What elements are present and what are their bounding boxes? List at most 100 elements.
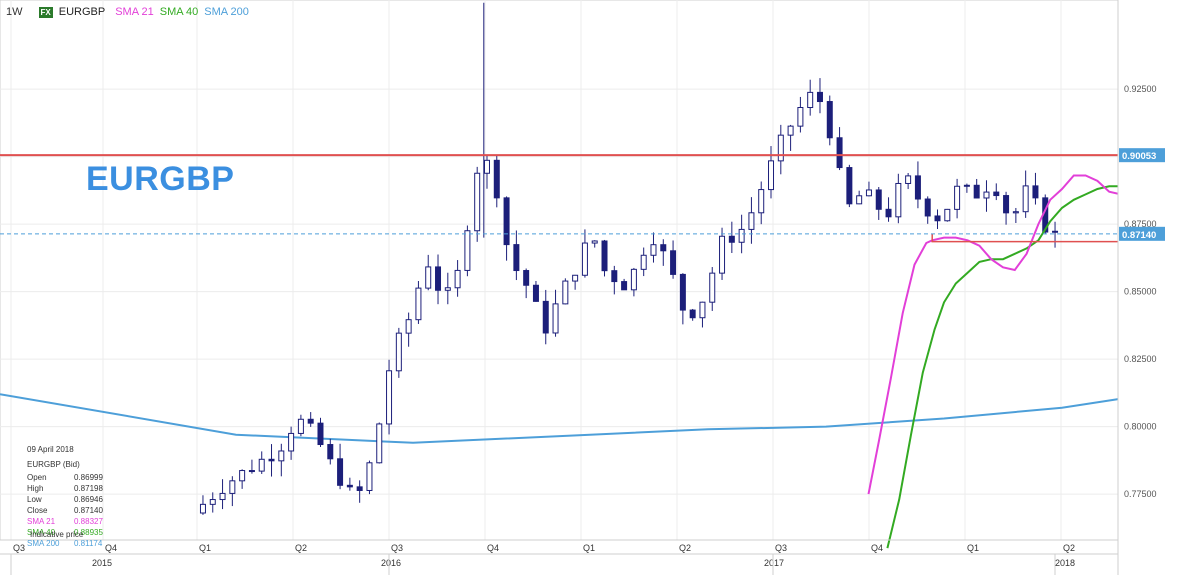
candle-body (768, 160, 775, 191)
candle-body (689, 309, 696, 319)
candle-body (1022, 185, 1029, 213)
grid (0, 0, 1119, 541)
candle-body (836, 137, 843, 169)
x-year-label: 2017 (764, 558, 784, 568)
candle-body (807, 91, 814, 109)
support-line (931, 233, 1118, 243)
candle-body (209, 499, 216, 505)
fx-icon: FX (38, 6, 53, 18)
candle-body (846, 167, 853, 205)
x-year-label: 2018 (1055, 558, 1075, 568)
candle-body (552, 303, 559, 334)
candle-body (944, 208, 951, 222)
info-title: EURGBP (Bid) (27, 460, 80, 469)
x-tick-label: Q4 (487, 543, 499, 553)
candle-body (905, 175, 912, 184)
candle-body (229, 480, 236, 494)
candle-body (709, 272, 716, 303)
candle-body (758, 189, 765, 214)
candle-body (532, 284, 539, 302)
y-tick-label: 0.80000 (1124, 422, 1157, 432)
candle-body (444, 287, 451, 291)
candle-body (777, 134, 784, 162)
y-tick-label: 0.87500 (1124, 219, 1157, 229)
candle-body (317, 422, 324, 446)
candle-body (719, 235, 726, 274)
sma-40-line (886, 185, 1133, 549)
candle-body (386, 370, 393, 425)
x-tick-label: Q1 (967, 543, 979, 553)
candle-body (914, 175, 921, 200)
indicator-sma-40[interactable]: SMA 40 (159, 6, 199, 18)
candle-body (983, 191, 990, 199)
indicator-sma-200[interactable]: SMA 200 (204, 6, 249, 18)
candle-body (376, 423, 383, 464)
candle-body (816, 91, 823, 103)
candle-body (1003, 195, 1010, 214)
candle-body (934, 215, 941, 222)
candle-body (425, 266, 432, 289)
sma-21-path (867, 174, 1134, 495)
y-tick-label: 0.82500 (1124, 354, 1157, 364)
candle-body (1032, 185, 1039, 199)
info-date: 09 April 2018 (27, 445, 74, 454)
sma-200-path (0, 393, 1133, 444)
x-tick-label: Q3 (775, 543, 787, 553)
candle-body (650, 244, 657, 256)
x-tick-label: Q3 (13, 543, 25, 553)
candle-body (601, 240, 608, 272)
indicator-sma-21[interactable]: SMA 21 (115, 6, 154, 18)
candle-body (513, 244, 520, 272)
candle-body (435, 266, 442, 291)
candle-body (572, 274, 579, 282)
resistance-tag-label: 0.90053 (1122, 151, 1156, 162)
candle-body (297, 418, 304, 434)
candle-body (787, 125, 794, 136)
price-info-box: 09 April 2018 EURGBP (Bid) Open 0.86999 H… (27, 444, 103, 549)
candle-body (268, 458, 275, 462)
candle-body (826, 101, 833, 139)
info-row-low: Low 0.86946 (27, 495, 103, 504)
candle-body (483, 159, 490, 174)
candle-body (856, 195, 863, 205)
x-year-label: 2016 (381, 558, 401, 568)
candle-body (327, 444, 334, 460)
candle-body (973, 184, 980, 199)
candle-body (621, 281, 628, 291)
x-year-label: 2015 (92, 558, 112, 568)
candle-body (337, 458, 344, 486)
candle-body (542, 300, 549, 334)
indicative-price-note: Indicative price (30, 530, 84, 539)
symbol-label[interactable]: EURGBP (58, 6, 106, 18)
sma-200-line (0, 393, 1133, 444)
candle-body (219, 492, 226, 501)
candle-body (581, 242, 588, 276)
candle-body (611, 270, 618, 283)
plot-frame (0, 0, 1119, 541)
current-price-tag (1119, 226, 1165, 241)
x-tick-label: Q1 (199, 543, 211, 553)
y-axis: 0.925000.900000.875000.850000.825000.800… (1117, 0, 1197, 575)
candle-body (503, 197, 510, 246)
info-row-sma21: SMA 21 0.88327 (27, 517, 103, 526)
timeframe-label[interactable]: 1W (6, 6, 23, 18)
x-tick-label: Q4 (105, 543, 117, 553)
candle-body (258, 458, 265, 472)
y-tick-label: 0.92500 (1124, 84, 1157, 94)
levels (0, 154, 1118, 243)
x-tick-label: Q2 (295, 543, 307, 553)
candle-body (670, 250, 677, 275)
candle-body (356, 486, 363, 491)
y-tick-label: 0.85000 (1124, 287, 1157, 297)
candle-body (1052, 230, 1059, 233)
candle-body (415, 287, 422, 321)
candle-body (640, 254, 647, 270)
sma-40-path (886, 185, 1133, 549)
candle-body (199, 503, 206, 514)
chart-title: EURGBP (86, 160, 235, 198)
resistance-tag (1119, 148, 1165, 163)
info-row-sma40: SMA 40 0.88935 (27, 528, 103, 537)
candle-body (895, 182, 902, 218)
